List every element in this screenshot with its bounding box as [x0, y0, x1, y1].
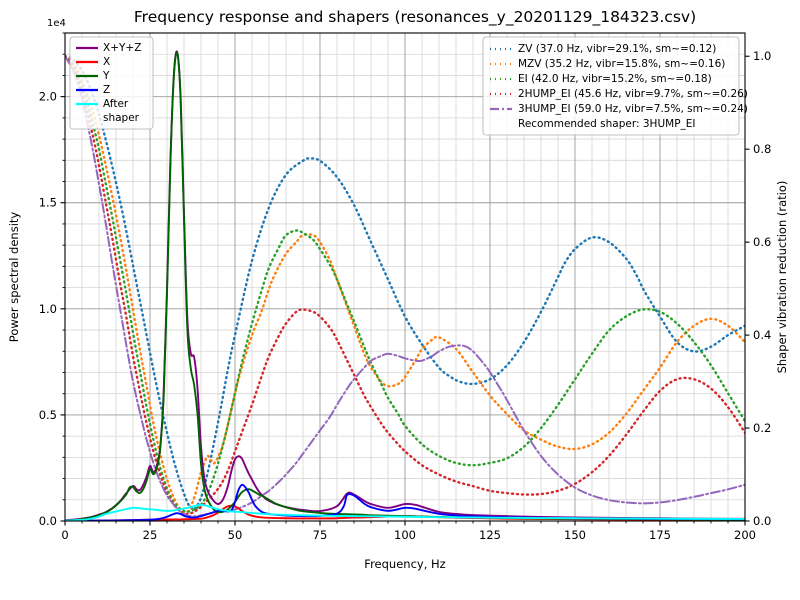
psd-curve-after-shaper: [65, 503, 745, 521]
x-axis-label: Frequency, Hz: [364, 557, 445, 571]
y2tick-label: 1.0: [753, 49, 771, 63]
legend-right-label-4: 3HUMP_EI (59.0 Hz, vibr=7.5%, sm~=0.24): [518, 103, 748, 115]
xtick-label: 125: [479, 528, 501, 542]
shaper-curves-group: [65, 55, 745, 518]
xtick-label: 50: [228, 528, 243, 542]
psd-curves-group: [65, 50, 745, 521]
xtick-label: 200: [734, 528, 756, 542]
legend-right-label-2: EI (42.0 Hz, vibr=15.2%, sm~=0.18): [518, 73, 712, 85]
shaper-curve-3hump_ei: [65, 55, 745, 518]
xtick-label: 75: [313, 528, 328, 542]
xtick-label: 175: [649, 528, 671, 542]
y2tick-label: 0.6: [753, 235, 771, 249]
legend-left-label-4: After: [103, 98, 129, 110]
y2tick-label: 0.8: [753, 142, 771, 156]
shaper-curve-mzv: [65, 55, 745, 514]
xtick-label: 150: [564, 528, 586, 542]
legend-left-label-1: X: [103, 56, 110, 68]
y-axis-label: Power spectral density: [7, 212, 21, 343]
ytick-label: 0.0: [39, 514, 57, 528]
ytick-label: 1.5: [39, 196, 57, 210]
legend-left-label-2: Y: [102, 70, 110, 82]
chart-title: Frequency response and shapers (resonanc…: [134, 8, 696, 27]
legend-left: X+Y+Z XYZ After shaper: [69, 36, 154, 130]
legend-left-label-4-cont: shaper: [103, 112, 140, 124]
legend-right-box: [482, 36, 740, 136]
ytick-label: 2.0: [39, 90, 57, 104]
y2-axis-label: Shaper vibration reduction (ratio): [775, 181, 789, 374]
y-axis-offset-text: 1e4: [47, 18, 66, 29]
psd-curve-x-y-z: [65, 50, 745, 521]
axis-ticks: 0 25 50 75 100 125 150 175 2000.00.51.01.52.00.0…: [39, 32, 771, 542]
legend-left-label-3: Z: [103, 84, 110, 96]
ytick-label: 0.5: [39, 408, 57, 422]
legend-right-label-5: Recommended shaper: 3HUMP_EI: [518, 118, 696, 130]
shaper-curve-2hump_ei: [65, 55, 745, 516]
legend-right-label-0: ZV (37.0 Hz, vibr=29.1%, sm~=0.12): [518, 43, 716, 55]
y2tick-label: 0.4: [753, 328, 771, 342]
legend-right: ZV (37.0 Hz, vibr=29.1%, sm~=0.12) MZV (3…: [482, 36, 748, 136]
y2tick-label: 0.2: [753, 421, 771, 435]
legend-right-label-1: MZV (35.2 Hz, vibr=15.8%, sm~=0.16): [518, 58, 725, 70]
legend-left-label-0: X+Y+Z: [103, 42, 141, 54]
psd-curve-z: [65, 483, 745, 521]
y2tick-label: 0.0: [753, 514, 771, 528]
xtick-label: 0: [61, 528, 68, 542]
legend-right-label-3: 2HUMP_EI (45.6 Hz, vibr=9.7%, sm~=0.26): [518, 88, 748, 100]
xtick-label: 100: [394, 528, 416, 542]
xtick-label: 25: [143, 528, 158, 542]
legend-left-box: [69, 36, 154, 130]
shaper-curve-zv: [65, 55, 745, 512]
shaper-curve-ei: [65, 55, 745, 513]
ytick-label: 1.0: [39, 302, 57, 316]
